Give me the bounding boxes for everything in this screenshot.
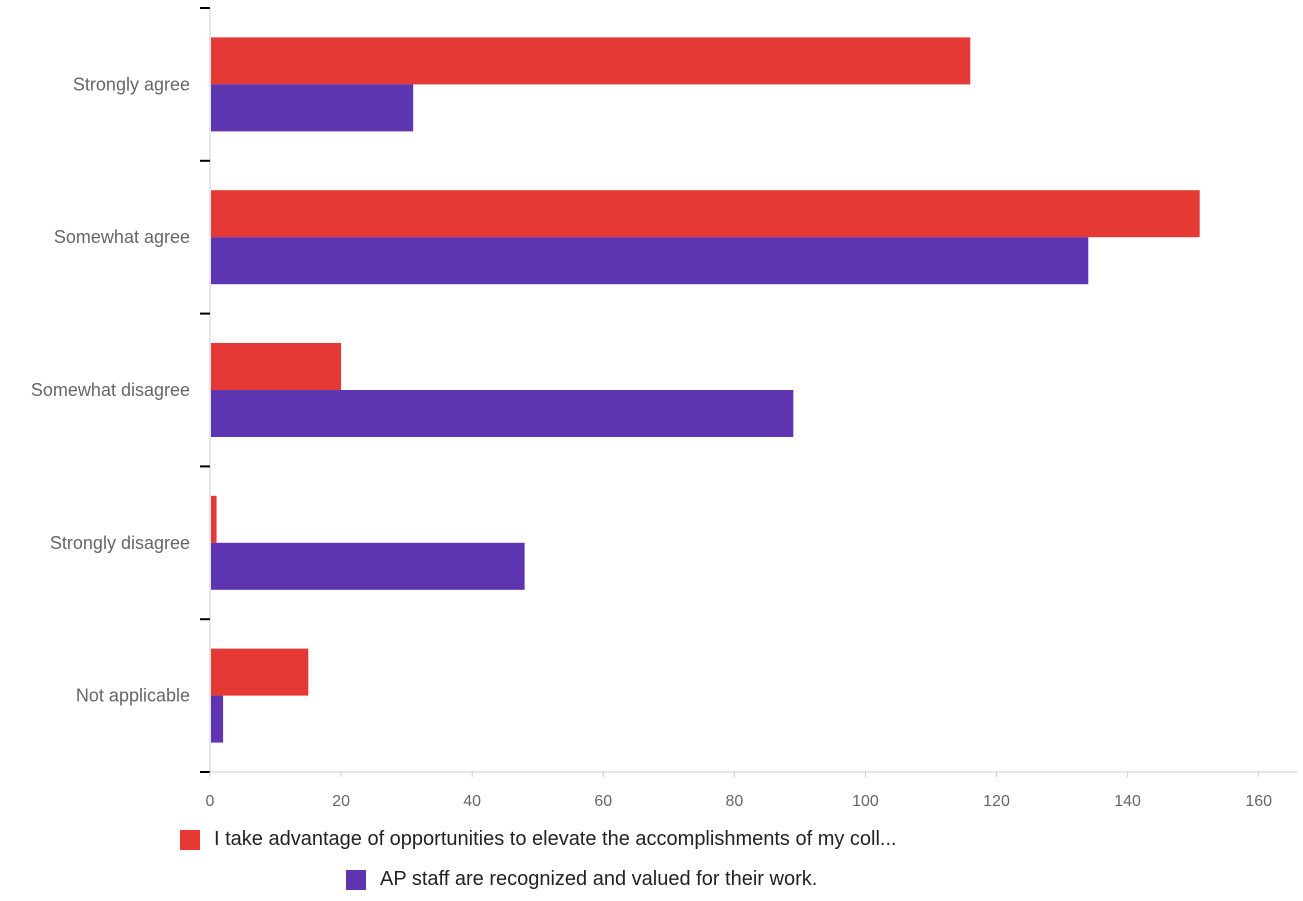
x-tick-label: 100: [852, 793, 879, 810]
bar-somewhat-disagree-series-1[interactable]: [211, 343, 342, 390]
legend-swatch-series-2: [346, 869, 366, 890]
bar-strongly-agree-series-1[interactable]: [211, 37, 971, 85]
bar-somewhat-agree-series-2[interactable]: [211, 237, 1089, 285]
bar-not-applicable-series-1[interactable]: [211, 648, 309, 696]
x-tick-label: 120: [983, 793, 1010, 810]
x-tick-label: 20: [332, 793, 350, 810]
x-tick-label: 0: [206, 793, 215, 810]
x-tick-label: 60: [594, 793, 612, 810]
x-tick-label: 40: [463, 793, 481, 810]
category-label: Not applicable: [76, 686, 190, 706]
category-label: Somewhat disagree: [31, 380, 190, 400]
chart-bars: [211, 37, 1200, 743]
legend-item-series-1[interactable]: I take advantage of opportunities to ele…: [180, 828, 897, 851]
x-tick-labels: 0 20 40 60 80 100 120 140 160: [206, 772, 1272, 810]
chart-axes: [200, 7, 1298, 773]
bar-somewhat-agree-series-1[interactable]: [211, 190, 1200, 238]
x-tick-label: 140: [1114, 793, 1141, 810]
bar-not-applicable-series-2[interactable]: [211, 695, 224, 743]
category-label: Strongly disagree: [50, 533, 190, 553]
bar-strongly-disagree-series-2[interactable]: [211, 542, 525, 590]
legend-item-series-2[interactable]: AP staff are recognized and valued for t…: [346, 868, 817, 891]
x-tick-label: 160: [1245, 793, 1272, 810]
bar-chart: Strongly agree Somewhat agree Somewhat dis…: [31, 7, 1298, 810]
legend-label-series-2: AP staff are recognized and valued for t…: [380, 868, 818, 890]
x-tick-label: 80: [725, 793, 743, 810]
category-label: Strongly agree: [73, 74, 190, 94]
legend-label-series-1: I take advantage of opportunities to ele…: [214, 828, 897, 850]
bar-strongly-disagree-series-1[interactable]: [211, 495, 217, 543]
legend-swatch-series-1: [180, 829, 200, 850]
bar-somewhat-disagree-series-2[interactable]: [211, 390, 794, 437]
category-labels: Strongly agree Somewhat agree Somewhat dis…: [31, 74, 190, 705]
category-label: Somewhat agree: [54, 227, 190, 247]
bar-strongly-agree-series-2[interactable]: [211, 84, 414, 132]
